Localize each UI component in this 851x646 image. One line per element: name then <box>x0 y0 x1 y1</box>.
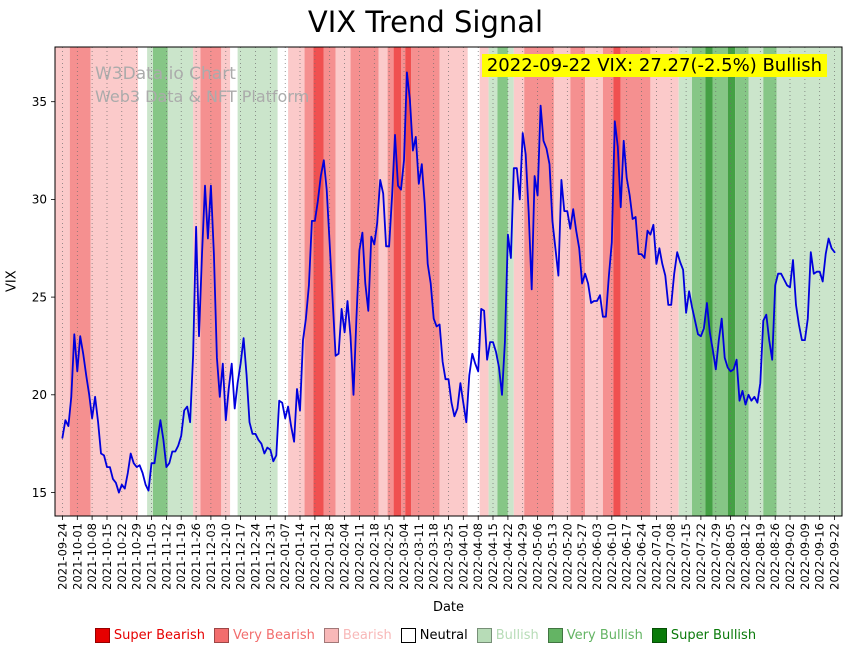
legend-item-very-bearish: Very Bearish <box>214 628 315 643</box>
svg-text:2022-01-14: 2022-01-14 <box>293 523 307 590</box>
svg-text:2022-02-25: 2022-02-25 <box>382 523 396 590</box>
legend-item-bearish: Bearish <box>323 628 392 643</box>
svg-text:2022-02-18: 2022-02-18 <box>367 523 381 590</box>
vix-annotation-badge: 2022-09-22 VIX: 27.27(-2.5%) Bullish <box>481 54 827 77</box>
chart-title: VIX Trend Signal <box>307 5 544 39</box>
svg-text:2022-01-07: 2022-01-07 <box>278 523 292 590</box>
svg-text:2022-02-11: 2022-02-11 <box>352 523 366 590</box>
legend-swatch-icon <box>651 628 667 643</box>
svg-text:2021-12-17: 2021-12-17 <box>234 523 248 590</box>
svg-text:2021-10-22: 2021-10-22 <box>115 523 129 590</box>
svg-text:2022-01-21: 2022-01-21 <box>308 523 322 590</box>
svg-text:2021-10-08: 2021-10-08 <box>85 523 99 590</box>
svg-text:2022-05-27: 2022-05-27 <box>575 523 589 590</box>
legend-item-super-bearish: Super Bearish <box>94 628 205 643</box>
watermark-line-1: W3Data.io Chart <box>95 64 236 84</box>
svg-text:2021-10-15: 2021-10-15 <box>100 523 114 590</box>
svg-text:2022-07-08: 2022-07-08 <box>664 523 678 590</box>
legend-label: Super Bearish <box>113 628 205 643</box>
svg-text:2022-07-15: 2022-07-15 <box>679 523 693 590</box>
svg-text:30: 30 <box>32 193 47 207</box>
legend-label: Bearish <box>342 628 392 643</box>
svg-text:2022-04-01: 2022-04-01 <box>456 523 470 590</box>
svg-text:2022-09-16: 2022-09-16 <box>813 523 827 590</box>
svg-text:35: 35 <box>32 95 47 109</box>
svg-text:2021-12-03: 2021-12-03 <box>204 523 218 590</box>
svg-text:2021-11-12: 2021-11-12 <box>159 523 173 590</box>
legend-label: Very Bearish <box>233 628 315 643</box>
svg-text:2021-12-10: 2021-12-10 <box>219 523 233 590</box>
svg-text:2022-06-10: 2022-06-10 <box>605 523 619 590</box>
legend-swatch-icon <box>547 628 563 643</box>
svg-text:2022-02-04: 2022-02-04 <box>338 523 352 590</box>
legend-label: Very Bullish <box>566 628 643 643</box>
x-axis-label: Date <box>432 600 465 615</box>
svg-text:2022-08-12: 2022-08-12 <box>739 523 753 590</box>
svg-text:2022-03-18: 2022-03-18 <box>427 523 441 590</box>
svg-text:2022-06-03: 2022-06-03 <box>590 523 604 590</box>
svg-text:2022-04-08: 2022-04-08 <box>471 523 485 590</box>
svg-text:2022-05-13: 2022-05-13 <box>545 523 559 590</box>
legend-swatch-icon <box>214 628 229 643</box>
svg-text:2022-04-22: 2022-04-22 <box>501 523 515 590</box>
svg-text:2021-12-31: 2021-12-31 <box>263 523 277 590</box>
svg-text:2022-05-20: 2022-05-20 <box>560 523 574 590</box>
svg-text:2022-08-05: 2022-08-05 <box>724 523 738 590</box>
svg-text:2022-03-04: 2022-03-04 <box>397 523 411 590</box>
svg-text:2022-07-22: 2022-07-22 <box>694 523 708 590</box>
svg-text:2022-09-22: 2022-09-22 <box>828 523 842 590</box>
legend-swatch-icon <box>94 628 110 643</box>
svg-text:2022-09-09: 2022-09-09 <box>798 523 812 590</box>
svg-text:2022-04-29: 2022-04-29 <box>516 523 530 590</box>
legend-swatch-icon <box>400 628 416 643</box>
svg-text:2022-06-24: 2022-06-24 <box>635 523 649 590</box>
svg-text:2021-12-24: 2021-12-24 <box>249 523 263 590</box>
svg-text:15: 15 <box>32 486 47 500</box>
svg-text:2021-10-29: 2021-10-29 <box>130 523 144 590</box>
legend: Super Bearish Very Bearish Bearish Neutral B… <box>0 628 851 643</box>
svg-text:25: 25 <box>32 290 47 304</box>
legend-item-super-bullish: Super Bullish <box>651 628 757 643</box>
svg-text:2022-03-11: 2022-03-11 <box>412 523 426 590</box>
svg-text:2022-06-17: 2022-06-17 <box>620 523 634 590</box>
svg-text:2022-09-02: 2022-09-02 <box>783 523 797 590</box>
svg-text:2021-11-26: 2021-11-26 <box>189 523 203 590</box>
watermark: W3Data.io Chart Web3 Data & NFT Platform <box>95 63 309 108</box>
svg-text:2022-01-28: 2022-01-28 <box>323 523 337 590</box>
legend-label: Bullish <box>495 628 539 643</box>
legend-item-very-bullish: Very Bullish <box>547 628 643 643</box>
legend-label: Super Bullish <box>670 628 757 643</box>
legend-item-neutral: Neutral <box>400 628 468 643</box>
svg-text:2022-07-29: 2022-07-29 <box>709 523 723 590</box>
svg-text:2021-10-01: 2021-10-01 <box>70 523 84 590</box>
svg-text:2022-08-19: 2022-08-19 <box>753 523 767 590</box>
svg-text:2021-11-19: 2021-11-19 <box>174 523 188 590</box>
legend-label: Neutral <box>419 628 468 643</box>
svg-text:2022-07-01: 2022-07-01 <box>649 523 663 590</box>
svg-text:2022-04-15: 2022-04-15 <box>486 523 500 590</box>
svg-text:2022-08-26: 2022-08-26 <box>768 523 782 590</box>
legend-item-bullish: Bullish <box>476 628 539 643</box>
svg-text:2021-11-05: 2021-11-05 <box>145 523 159 590</box>
y-axis-label: VIX <box>4 270 20 293</box>
svg-text:2022-03-25: 2022-03-25 <box>442 523 456 590</box>
svg-text:20: 20 <box>32 388 47 402</box>
svg-text:2022-05-06: 2022-05-06 <box>531 523 545 590</box>
legend-swatch-icon <box>323 628 339 643</box>
legend-swatch-icon <box>476 628 492 643</box>
watermark-line-2: Web3 Data & NFT Platform <box>95 86 310 106</box>
svg-text:2021-09-24: 2021-09-24 <box>55 523 69 590</box>
